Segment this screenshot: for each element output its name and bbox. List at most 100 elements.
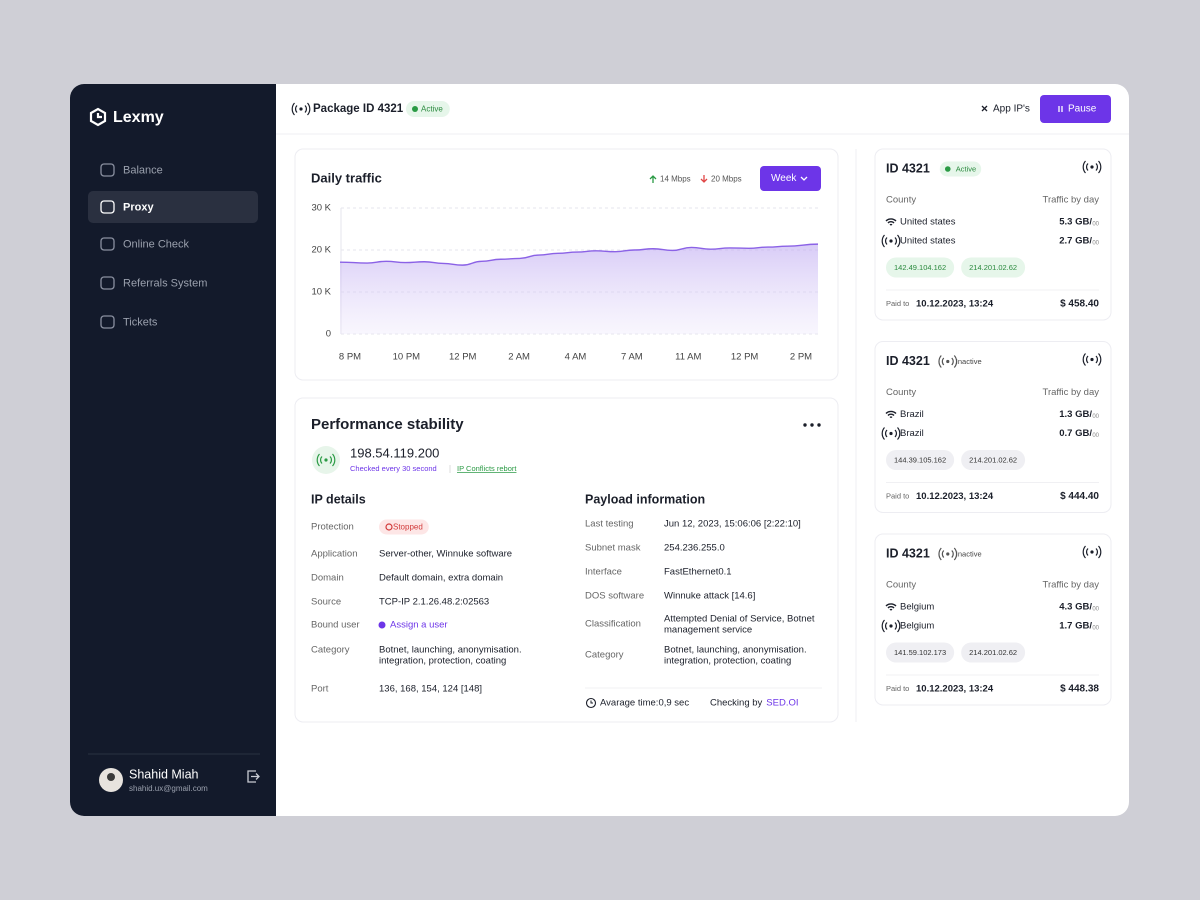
- traffic-unit: 00: [1092, 414, 1099, 420]
- nav-item[interactable]: Referrals System: [123, 277, 207, 289]
- up-rate: 14 Mbps: [660, 175, 691, 184]
- country: Brazil: [900, 428, 924, 439]
- detail-value: integration, protection, coating: [664, 656, 791, 667]
- status-badge: Active: [406, 101, 450, 117]
- detail-label: Port: [311, 684, 329, 695]
- up-arrow: [649, 175, 657, 183]
- detail-value: Server-other, Winnuke software: [379, 549, 512, 560]
- detail-value: management service: [664, 625, 752, 636]
- traffic: 2.7 GB/: [1059, 236, 1092, 247]
- detail-value: Botnet, launching, anonymisation.: [379, 645, 522, 656]
- detail-value: 136, 168, 154, 124 [148]: [379, 684, 482, 695]
- detail-label: Protection: [311, 522, 354, 533]
- x-tick-label: 4 AM: [565, 352, 587, 363]
- ip-pill-text: 214.201.02.62: [969, 263, 1017, 272]
- protection-badge-text: Stopped: [393, 523, 423, 532]
- nav-icon: [100, 163, 115, 177]
- conflicts-link[interactable]: IP Conflicts rebort: [457, 464, 517, 473]
- logo-icon: [89, 107, 107, 127]
- country: Brazil: [900, 409, 924, 420]
- detail-label: Category: [311, 645, 350, 656]
- period-label[interactable]: Week: [771, 173, 797, 184]
- signal-icon: [291, 102, 311, 116]
- section-title: Payload information: [585, 492, 705, 506]
- menu-dot[interactable]: [817, 423, 821, 427]
- traffic: 4.3 GB/: [1059, 602, 1092, 613]
- pause-button[interactable]: [1040, 95, 1111, 123]
- ip-pill-text: 214.201.02.62: [969, 648, 1017, 657]
- status-dot: [944, 166, 951, 172]
- ip-pill: 144.39.105.162: [886, 450, 955, 470]
- x-tick-label: 2 PM: [790, 352, 812, 363]
- checked-note: Checked every 30 second: [350, 464, 437, 473]
- package-status-text: Active: [956, 164, 976, 173]
- traffic-label: Traffic by day: [1043, 580, 1100, 591]
- country: Belgium: [900, 602, 934, 613]
- avatar-head: [107, 773, 115, 781]
- menu-dot[interactable]: [803, 423, 807, 427]
- ip-pill: 141.59.102.173: [886, 642, 955, 663]
- clock-hand: [590, 700, 593, 704]
- detail-label: Subnet mask: [585, 543, 641, 554]
- country-label: County: [886, 580, 916, 591]
- detail-value: integration, protection, coating: [379, 656, 506, 667]
- nav-icon: [100, 200, 115, 214]
- detail-label: Bound user: [311, 620, 360, 631]
- country-label: County: [886, 387, 916, 398]
- y-tick-label: 0: [326, 329, 331, 340]
- section-title: IP details: [311, 492, 366, 506]
- signal-icon: [889, 431, 893, 436]
- traffic-unit: 00: [1092, 241, 1099, 247]
- detail-label: Domain: [311, 573, 344, 584]
- signal-icon: [1082, 545, 1102, 559]
- ip-pill: 214.201.02.62: [961, 450, 1026, 470]
- package-status: Active: [939, 161, 982, 177]
- detail-label: Category: [585, 650, 624, 661]
- app-ips[interactable]: App IP's: [993, 104, 1030, 115]
- status-icon: [938, 355, 958, 368]
- pause-label: Pause: [1068, 104, 1097, 115]
- nav-item[interactable]: Online Check: [123, 238, 190, 250]
- detail-value: Jun 12, 2023, 15:06:06 [2:22:10]: [664, 519, 801, 530]
- detail-value: FastEthernet0.1: [664, 567, 732, 578]
- package-status-text: Inactive: [956, 549, 982, 558]
- ip-pill-text: 141.59.102.173: [894, 648, 946, 657]
- assign-link[interactable]: Assign a user: [390, 620, 448, 631]
- period-button[interactable]: [760, 166, 821, 191]
- protection-badge: Stopped: [379, 519, 429, 535]
- nav-active-bg[interactable]: [88, 191, 258, 223]
- signal-icon: [889, 624, 893, 628]
- nav-item[interactable]: Tickets: [123, 316, 158, 328]
- traffic-unit: 00: [1092, 222, 1099, 228]
- detail-value: 254.236.255.0: [664, 543, 725, 554]
- traffic-label: Traffic by day: [1043, 195, 1100, 206]
- detail-value: Attempted Denial of Service, Botnet: [664, 614, 815, 625]
- detail-label: Source: [311, 597, 341, 608]
- wifi-icon: [885, 603, 897, 611]
- traffic-unit: 00: [1092, 607, 1099, 613]
- detail-value: Winnuke attack [14.6]: [664, 591, 755, 602]
- signal-icon: [316, 453, 336, 467]
- signal-icon: [881, 619, 901, 633]
- traffic: 1.3 GB/: [1059, 409, 1092, 420]
- user-email: shahid.ux@gmail.com: [129, 784, 208, 793]
- nav-item[interactable]: Balance: [123, 164, 163, 176]
- down-arrow: [700, 175, 708, 183]
- y-tick-label: 30 K: [311, 203, 331, 214]
- package-status-bg: [939, 161, 982, 177]
- paid-label: Paid to: [886, 684, 909, 693]
- line: [339, 243, 819, 266]
- menu-dot[interactable]: [810, 423, 814, 427]
- package-status-bg: [939, 354, 987, 369]
- traffic-unit: 00: [1092, 433, 1099, 439]
- detail-value: Botnet, launching, anonymisation.: [664, 645, 807, 656]
- performance-card: [294, 397, 839, 723]
- status-icon: [946, 552, 950, 556]
- logout-icon[interactable]: [247, 770, 260, 783]
- detail-label: Last testing: [585, 519, 634, 530]
- nav-item[interactable]: Proxy: [123, 201, 154, 213]
- signal-icon: [1090, 165, 1094, 169]
- ip-pill-text: 142.49.104.162: [894, 263, 946, 272]
- status-badge-bg: [406, 101, 450, 117]
- detail-label: Classification: [585, 619, 641, 630]
